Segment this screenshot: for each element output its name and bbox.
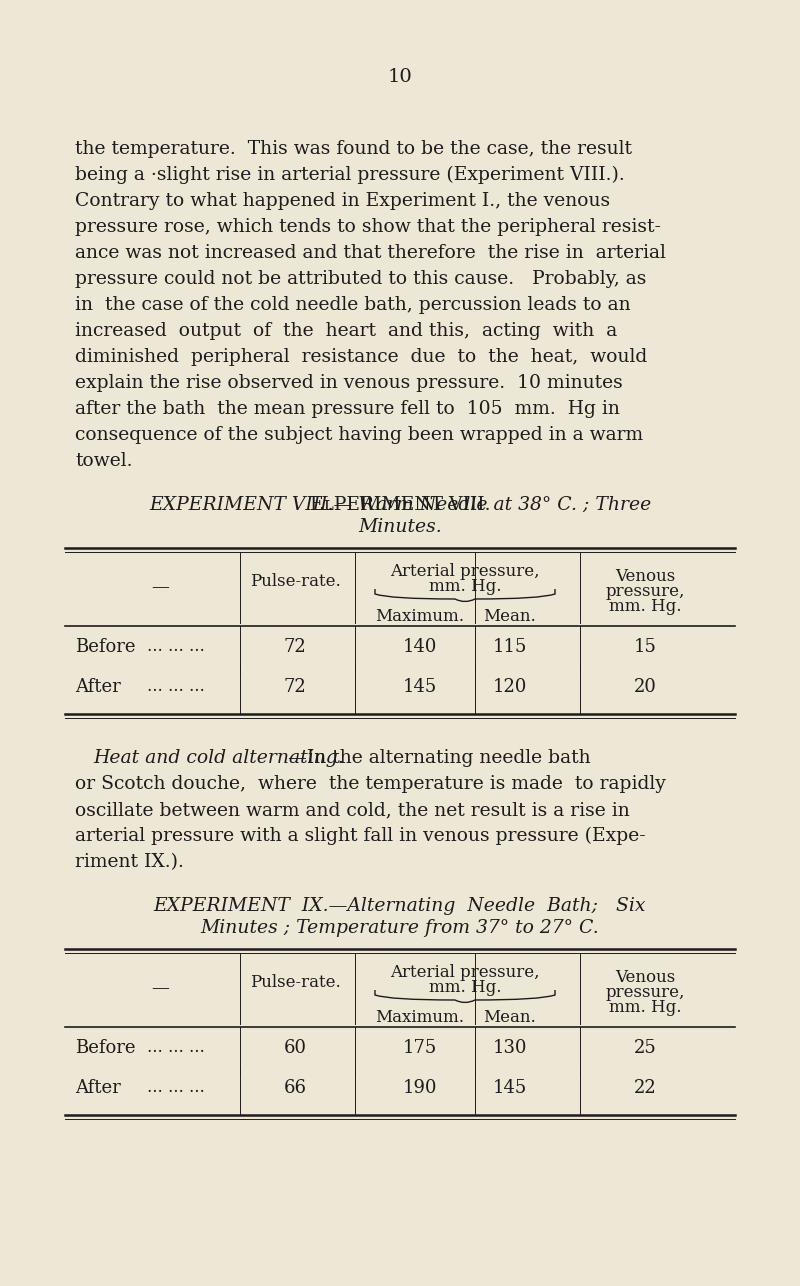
Text: 66: 66 [283,1079,306,1097]
Text: in  the case of the cold needle bath, percussion leads to an: in the case of the cold needle bath, per… [75,296,630,314]
Text: Arterial pressure,: Arterial pressure, [390,563,540,580]
Text: —In the alternating needle bath: —In the alternating needle bath [288,748,590,766]
Text: 25: 25 [634,1039,656,1057]
Text: Minutes.: Minutes. [358,518,442,536]
Text: EʟPERIMENT VIII.: EʟPERIMENT VIII. [310,496,490,514]
Text: mm. Hg.: mm. Hg. [609,999,682,1016]
Text: 72: 72 [284,638,306,656]
Text: 145: 145 [493,1079,527,1097]
Text: 145: 145 [403,678,437,696]
Text: 130: 130 [493,1039,527,1057]
Text: 60: 60 [283,1039,306,1057]
Text: pressure,: pressure, [606,984,685,1001]
Text: arterial pressure with a slight fall in venous pressure (Expe-: arterial pressure with a slight fall in … [75,827,646,845]
Text: Heat and cold alternating.: Heat and cold alternating. [93,748,344,766]
Text: —: — [151,577,169,595]
Text: Pulse-rate.: Pulse-rate. [250,974,340,992]
Text: consequence of the subject having been wrapped in a warm: consequence of the subject having been w… [75,426,643,444]
Text: 20: 20 [634,678,657,696]
Text: the temperature.  This was found to be the case, the result: the temperature. This was found to be th… [75,140,632,158]
Text: —: — [151,979,169,997]
Text: oscillate between warm and cold, the net result is a rise in: oscillate between warm and cold, the net… [75,801,630,819]
Text: 115: 115 [493,638,527,656]
Text: 175: 175 [403,1039,437,1057]
Text: Minutes ; Temperature from 37° to 27° C.: Minutes ; Temperature from 37° to 27° C. [201,919,599,937]
Text: mm. Hg.: mm. Hg. [429,979,502,995]
Text: Pulse-rate.: Pulse-rate. [250,574,340,590]
Text: riment IX.).: riment IX.). [75,853,184,871]
Text: 120: 120 [493,678,527,696]
Text: 72: 72 [284,678,306,696]
Text: ... ... ...: ... ... ... [147,1039,205,1056]
Text: mm. Hg.: mm. Hg. [429,577,502,595]
Text: after the bath  the mean pressure fell to  105  mm.  Hg in: after the bath the mean pressure fell to… [75,400,620,418]
Text: Venous: Venous [615,568,675,585]
Text: pressure,: pressure, [606,583,685,601]
Text: diminished  peripheral  resistance  due  to  the  heat,  would: diminished peripheral resistance due to … [75,349,647,367]
Text: increased  output  of  the  heart  and this,  acting  with  a: increased output of the heart and this, … [75,322,618,340]
Text: Contrary to what happened in Experiment I., the venous: Contrary to what happened in Experiment … [75,192,610,210]
Text: Maximum.: Maximum. [375,608,465,625]
Text: 140: 140 [403,638,437,656]
Text: pressure could not be attributed to this cause.   Probably, as: pressure could not be attributed to this… [75,270,646,288]
Text: 15: 15 [634,638,657,656]
Text: Mean.: Mean. [484,1010,536,1026]
Text: Venous: Venous [615,968,675,986]
Text: After: After [75,1079,121,1097]
Text: mm. Hg.: mm. Hg. [609,598,682,615]
Text: EXPERIMENT  IX.—Alternating  Needle  Bath;   Six: EXPERIMENT IX.—Alternating Needle Bath; … [154,898,646,916]
Text: Arterial pressure,: Arterial pressure, [390,964,540,981]
Text: being a ·slight rise in arterial pressure (Experiment VIII.).: being a ·slight rise in arterial pressur… [75,166,625,184]
Text: Maximum.: Maximum. [375,1010,465,1026]
Text: EXPERIMENT VIII.— Warm Needle at 38° C. ; Three: EXPERIMENT VIII.— Warm Needle at 38° C. … [149,496,651,514]
Text: pressure rose, which tends to show that the peripheral resist-: pressure rose, which tends to show that … [75,219,661,237]
Text: towel.: towel. [75,451,133,469]
Text: 10: 10 [388,68,412,86]
Text: 190: 190 [402,1079,438,1097]
Text: After: After [75,678,121,696]
Text: 22: 22 [634,1079,656,1097]
Text: ... ... ...: ... ... ... [147,678,205,694]
Text: explain the rise observed in venous pressure.  10 minutes: explain the rise observed in venous pres… [75,374,622,392]
Text: Before: Before [75,1039,135,1057]
Text: or Scotch douche,  where  the temperature is made  to rapidly: or Scotch douche, where the temperature … [75,775,666,793]
Text: Before: Before [75,638,135,656]
Text: ... ... ...: ... ... ... [147,1079,205,1096]
Text: ance was not increased and that therefore  the rise in  arterial: ance was not increased and that therefor… [75,244,666,262]
Text: Mean.: Mean. [484,608,536,625]
Text: ... ... ...: ... ... ... [147,638,205,655]
